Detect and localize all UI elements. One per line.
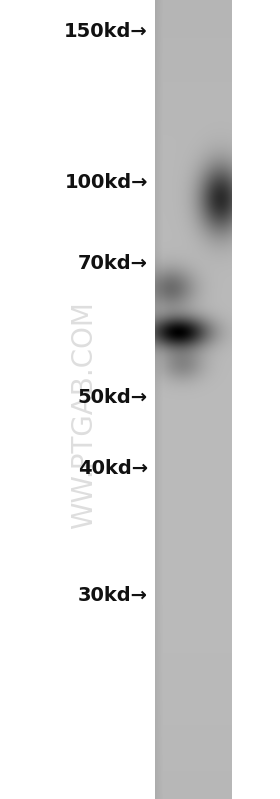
Text: 30kd→: 30kd→ [78, 586, 148, 605]
Text: 70kd→: 70kd→ [78, 254, 148, 273]
Text: 100kd→: 100kd→ [64, 173, 148, 192]
Text: 150kd→: 150kd→ [64, 22, 148, 42]
Text: 50kd→: 50kd→ [78, 388, 148, 407]
Text: WW.PTGAB.COM: WW.PTGAB.COM [70, 301, 98, 530]
Text: 40kd→: 40kd→ [78, 459, 148, 478]
